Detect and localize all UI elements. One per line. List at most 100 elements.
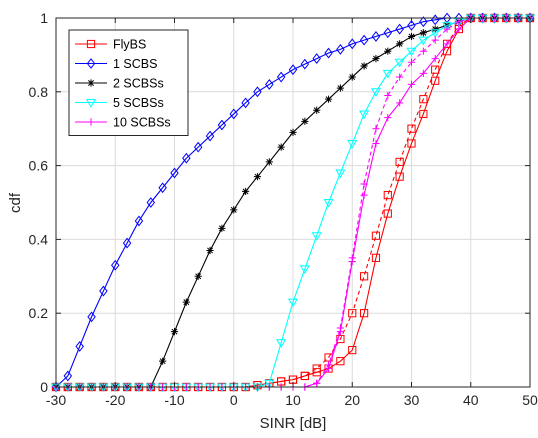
- legend-label: 5 SCBSs: [113, 96, 164, 110]
- data-point: [122, 237, 132, 249]
- y-tick-label: 1: [40, 10, 48, 26]
- legend-label: FlyBS: [113, 38, 146, 52]
- data-point: [300, 371, 309, 381]
- data-point: [419, 47, 427, 55]
- data-point: [371, 31, 381, 42]
- y-tick-label: 0: [40, 379, 48, 395]
- legend-item: 5 SCBSs: [75, 96, 164, 110]
- legend-marker: [87, 118, 95, 126]
- data-point: [407, 139, 416, 148]
- data-point: [359, 34, 369, 46]
- data-point: [360, 180, 368, 188]
- data-point: [382, 69, 393, 79]
- data-point: [384, 114, 392, 122]
- data-point: [394, 58, 405, 68]
- data-point: [348, 346, 357, 355]
- data-point: [360, 62, 368, 70]
- data-point: [170, 328, 179, 336]
- data-point: [158, 182, 167, 194]
- data-point: [300, 58, 310, 70]
- legend-label: 2 SCBSs: [113, 77, 164, 91]
- data-point: [313, 106, 321, 114]
- data-point: [336, 324, 344, 332]
- data-point: [324, 361, 333, 369]
- data-point: [407, 58, 416, 66]
- data-point: [182, 152, 191, 164]
- data-point: [206, 246, 214, 255]
- data-point: [383, 209, 392, 218]
- data-point: [229, 108, 238, 120]
- data-point: [336, 84, 344, 92]
- data-point: [396, 40, 404, 48]
- data-point: [75, 340, 84, 352]
- data-point: [182, 298, 190, 306]
- legend-marker: [87, 79, 95, 87]
- data-point: [455, 18, 463, 26]
- data-point: [205, 130, 215, 142]
- data-point: [431, 25, 439, 33]
- data-point: [431, 65, 440, 74]
- data-point: [313, 379, 321, 387]
- x-tick-label: 10: [285, 392, 301, 408]
- data-point: [431, 76, 440, 85]
- data-point: [159, 357, 167, 365]
- data-point: [299, 265, 310, 275]
- legend-label: 10 SCBSs: [113, 116, 171, 130]
- data-point: [336, 43, 345, 55]
- data-point: [323, 199, 334, 208]
- legend-marker: [86, 58, 96, 69]
- data-point: [146, 197, 156, 208]
- data-point: [348, 254, 356, 262]
- data-point: [396, 99, 404, 107]
- data-point: [443, 25, 451, 33]
- data-point: [406, 47, 417, 57]
- data-point: [311, 232, 322, 241]
- legend-item: 2 SCBSs: [75, 77, 164, 91]
- data-point: [277, 143, 285, 151]
- data-point: [419, 109, 428, 119]
- data-point: [383, 191, 392, 200]
- data-point: [443, 40, 451, 48]
- data-point: [407, 32, 416, 41]
- data-point: [324, 95, 333, 103]
- data-point: [384, 47, 392, 55]
- data-point: [63, 370, 73, 382]
- data-point: [265, 158, 273, 166]
- data-point: [134, 215, 144, 227]
- y-tick-label: 0.2: [29, 305, 49, 321]
- data-point: [419, 29, 427, 37]
- data-point: [312, 364, 321, 373]
- data-point: [253, 86, 262, 98]
- data-point: [395, 157, 404, 167]
- series-4: [50, 14, 536, 393]
- data-point: [371, 231, 381, 240]
- legend-marker: [85, 99, 97, 108]
- legend-item: 10 SCBSs: [75, 116, 171, 130]
- y-axis-label: cdf: [7, 192, 24, 213]
- data-point: [407, 80, 416, 89]
- data-point: [441, 21, 453, 31]
- x-tick-label: -10: [164, 392, 184, 408]
- data-point: [430, 29, 441, 38]
- data-point: [194, 272, 202, 280]
- data-point: [396, 73, 404, 81]
- data-point: [455, 25, 463, 33]
- data-point: [360, 191, 368, 199]
- data-point: [419, 69, 427, 77]
- data-point: [407, 19, 416, 31]
- x-tick-label: 0: [230, 392, 238, 408]
- data-point: [265, 79, 274, 90]
- data-point: [431, 54, 439, 63]
- data-point: [383, 27, 393, 39]
- data-point: [336, 357, 345, 366]
- legend-label: 1 SCBS: [113, 57, 157, 71]
- legend: FlyBS 1 SCBS 2 SCBSs 5 SCBSs 10 SCBSs: [68, 29, 189, 136]
- x-axis-label: SINR [dB]: [260, 415, 327, 432]
- data-point: [419, 16, 428, 28]
- y-tick-label: 0.4: [29, 231, 49, 247]
- data-point: [312, 53, 321, 65]
- data-point: [287, 298, 299, 308]
- data-point: [372, 54, 380, 63]
- data-point: [193, 141, 203, 153]
